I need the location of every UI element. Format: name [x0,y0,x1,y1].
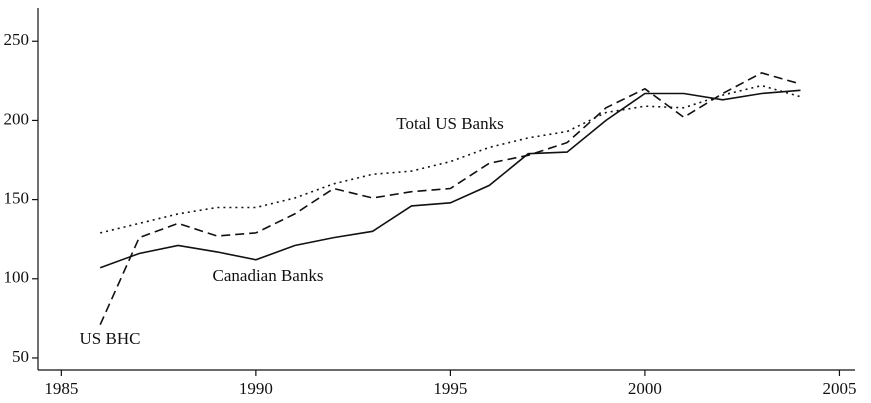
series-label: Canadian Banks [213,266,324,285]
series-line [99,89,801,269]
x-tick-label: 2000 [628,379,662,398]
y-tick-label: 250 [4,30,30,49]
x-tick-label: 2005 [822,379,856,398]
series-label: Total US Banks [396,114,503,133]
y-tick-label: 100 [4,268,30,287]
y-tick-label: 200 [4,109,30,128]
series-label: US BHC [80,329,141,348]
series-line [100,84,801,234]
x-tick-label: 1985 [44,379,78,398]
y-tick-label: 50 [12,347,29,366]
x-tick-label: 1995 [433,379,467,398]
y-tick-label: 150 [4,189,30,208]
series-line [99,72,801,326]
x-tick-label: 1990 [239,379,273,398]
